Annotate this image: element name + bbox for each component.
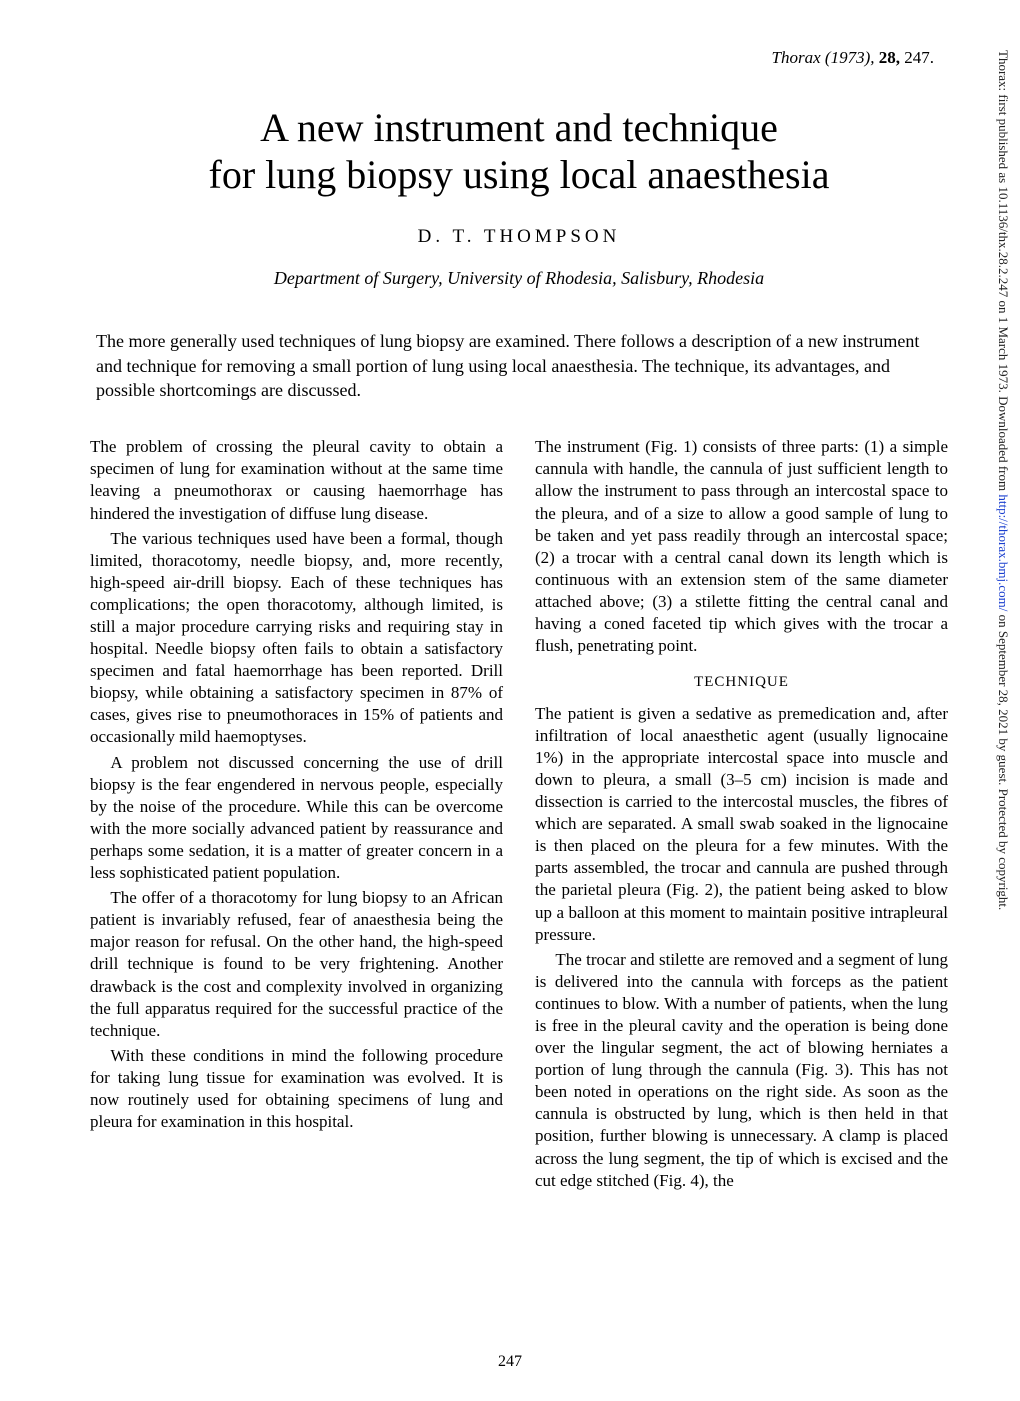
- journal-page: 247.: [904, 48, 934, 67]
- journal-year: (1973),: [825, 48, 875, 67]
- body-paragraph: A problem not discussed concerning the u…: [90, 752, 503, 885]
- sidebar-prefix: Thorax: first published as 10.1136/thx.2…: [996, 50, 1011, 494]
- department-affiliation: Department of Surgery, University of Rho…: [90, 268, 948, 289]
- body-paragraph: The trocar and stilette are removed and …: [535, 949, 948, 1192]
- journal-volume: 28,: [879, 48, 900, 67]
- journal-reference: Thorax (1973), 28, 247.: [90, 48, 934, 68]
- body-paragraph: The various techniques used have been a …: [90, 528, 503, 749]
- body-paragraph: The problem of crossing the pleural cavi…: [90, 436, 503, 524]
- section-heading-technique: TECHNIQUE: [535, 673, 948, 693]
- author-name: D. T. THOMPSON: [90, 226, 948, 248]
- sidebar-link[interactable]: http://thorax.bmj.com/: [996, 494, 1011, 611]
- two-column-body: The problem of crossing the pleural cavi…: [90, 436, 948, 1195]
- body-paragraph: The instrument (Fig. 1) consists of thre…: [535, 436, 948, 657]
- body-paragraph: The offer of a thoracotomy for lung biop…: [90, 887, 503, 1042]
- left-column: The problem of crossing the pleural cavi…: [90, 436, 503, 1195]
- journal-name: Thorax: [772, 48, 821, 67]
- body-paragraph: With these conditions in mind the follow…: [90, 1045, 503, 1133]
- abstract-text: The more generally used techniques of lu…: [96, 329, 942, 402]
- sidebar-suffix: on September 28, 2021 by guest. Protecte…: [996, 611, 1011, 910]
- article-title: A new instrument and technique for lung …: [90, 104, 948, 198]
- page-root: Thorax (1973), 28, 247. A new instrument…: [0, 0, 1020, 1401]
- body-paragraph: The patient is given a sedative as preme…: [535, 703, 948, 946]
- page-number: 247: [0, 1353, 1020, 1371]
- title-line-2: for lung biopsy using local anaesthesia: [209, 152, 830, 197]
- right-column: The instrument (Fig. 1) consists of thre…: [535, 436, 948, 1195]
- title-line-1: A new instrument and technique: [260, 105, 778, 150]
- download-provenance-sidebar: Thorax: first published as 10.1136/thx.2…: [986, 50, 1010, 1360]
